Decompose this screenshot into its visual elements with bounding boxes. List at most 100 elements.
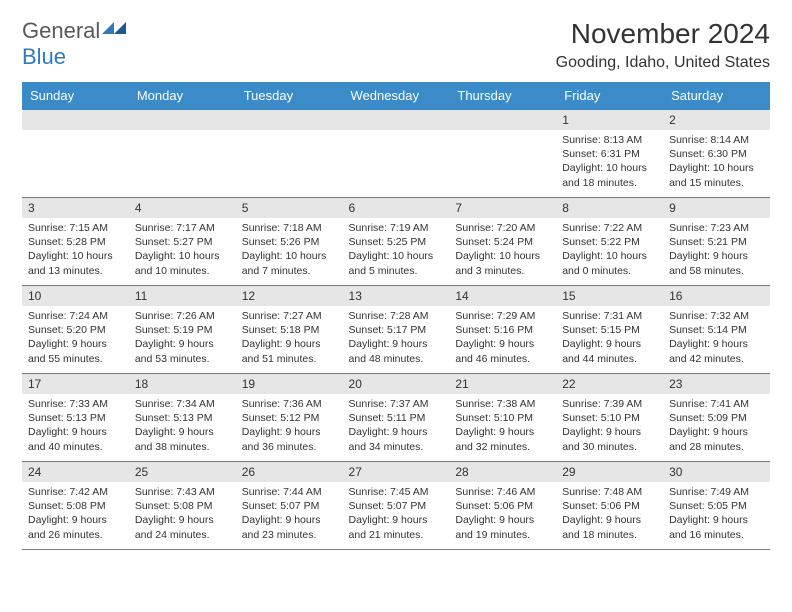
day-number: 18 xyxy=(129,374,236,394)
day-content: Sunrise: 8:13 AMSunset: 6:31 PMDaylight:… xyxy=(556,130,663,196)
day-content: Sunrise: 7:44 AMSunset: 5:07 PMDaylight:… xyxy=(236,482,343,548)
calendar-cell: 16Sunrise: 7:32 AMSunset: 5:14 PMDayligh… xyxy=(663,286,770,374)
day-content: Sunrise: 7:32 AMSunset: 5:14 PMDaylight:… xyxy=(663,306,770,372)
calendar-cell: 9Sunrise: 7:23 AMSunset: 5:21 PMDaylight… xyxy=(663,198,770,286)
day-content xyxy=(129,130,236,139)
day-content: Sunrise: 7:20 AMSunset: 5:24 PMDaylight:… xyxy=(449,218,556,284)
day-number: 5 xyxy=(236,198,343,218)
calendar-cell: 10Sunrise: 7:24 AMSunset: 5:20 PMDayligh… xyxy=(22,286,129,374)
calendar-cell xyxy=(449,110,556,198)
day-number: 20 xyxy=(343,374,450,394)
day-number: 10 xyxy=(22,286,129,306)
day-number: 29 xyxy=(556,462,663,482)
calendar-cell xyxy=(129,110,236,198)
day-header-row: SundayMondayTuesdayWednesdayThursdayFrid… xyxy=(22,82,770,110)
logo: General Blue xyxy=(22,18,128,70)
day-number: 14 xyxy=(449,286,556,306)
calendar-cell: 1Sunrise: 8:13 AMSunset: 6:31 PMDaylight… xyxy=(556,110,663,198)
day-number: 11 xyxy=(129,286,236,306)
day-number: 15 xyxy=(556,286,663,306)
day-number: 13 xyxy=(343,286,450,306)
calendar-cell: 14Sunrise: 7:29 AMSunset: 5:16 PMDayligh… xyxy=(449,286,556,374)
day-number: 25 xyxy=(129,462,236,482)
day-number: 19 xyxy=(236,374,343,394)
day-content: Sunrise: 7:26 AMSunset: 5:19 PMDaylight:… xyxy=(129,306,236,372)
day-number xyxy=(129,110,236,130)
day-content: Sunrise: 7:27 AMSunset: 5:18 PMDaylight:… xyxy=(236,306,343,372)
day-content: Sunrise: 7:19 AMSunset: 5:25 PMDaylight:… xyxy=(343,218,450,284)
calendar-cell: 26Sunrise: 7:44 AMSunset: 5:07 PMDayligh… xyxy=(236,462,343,550)
day-content xyxy=(343,130,450,139)
calendar-cell: 19Sunrise: 7:36 AMSunset: 5:12 PMDayligh… xyxy=(236,374,343,462)
day-content xyxy=(236,130,343,139)
day-header: Wednesday xyxy=(343,82,450,110)
calendar-cell: 20Sunrise: 7:37 AMSunset: 5:11 PMDayligh… xyxy=(343,374,450,462)
day-content: Sunrise: 7:41 AMSunset: 5:09 PMDaylight:… xyxy=(663,394,770,460)
day-number: 26 xyxy=(236,462,343,482)
day-number: 4 xyxy=(129,198,236,218)
title-block: November 2024 Gooding, Idaho, United Sta… xyxy=(556,18,770,72)
day-content: Sunrise: 7:42 AMSunset: 5:08 PMDaylight:… xyxy=(22,482,129,548)
calendar-cell: 8Sunrise: 7:22 AMSunset: 5:22 PMDaylight… xyxy=(556,198,663,286)
day-number: 3 xyxy=(22,198,129,218)
day-number: 6 xyxy=(343,198,450,218)
day-number: 30 xyxy=(663,462,770,482)
day-number: 27 xyxy=(343,462,450,482)
calendar-cell: 6Sunrise: 7:19 AMSunset: 5:25 PMDaylight… xyxy=(343,198,450,286)
day-number: 1 xyxy=(556,110,663,130)
day-header: Friday xyxy=(556,82,663,110)
header: General Blue November 2024 Gooding, Idah… xyxy=(22,18,770,72)
day-content: Sunrise: 7:46 AMSunset: 5:06 PMDaylight:… xyxy=(449,482,556,548)
day-content: Sunrise: 7:17 AMSunset: 5:27 PMDaylight:… xyxy=(129,218,236,284)
calendar-cell: 13Sunrise: 7:28 AMSunset: 5:17 PMDayligh… xyxy=(343,286,450,374)
calendar-cell: 2Sunrise: 8:14 AMSunset: 6:30 PMDaylight… xyxy=(663,110,770,198)
day-number xyxy=(343,110,450,130)
day-content: Sunrise: 7:45 AMSunset: 5:07 PMDaylight:… xyxy=(343,482,450,548)
logo-mark-icon xyxy=(100,18,128,38)
calendar-cell: 5Sunrise: 7:18 AMSunset: 5:26 PMDaylight… xyxy=(236,198,343,286)
day-content: Sunrise: 7:34 AMSunset: 5:13 PMDaylight:… xyxy=(129,394,236,460)
calendar-cell: 30Sunrise: 7:49 AMSunset: 5:05 PMDayligh… xyxy=(663,462,770,550)
calendar-week-row: 17Sunrise: 7:33 AMSunset: 5:13 PMDayligh… xyxy=(22,374,770,462)
day-number: 8 xyxy=(556,198,663,218)
day-number: 22 xyxy=(556,374,663,394)
day-header: Tuesday xyxy=(236,82,343,110)
calendar-cell: 28Sunrise: 7:46 AMSunset: 5:06 PMDayligh… xyxy=(449,462,556,550)
calendar-cell: 3Sunrise: 7:15 AMSunset: 5:28 PMDaylight… xyxy=(22,198,129,286)
day-content: Sunrise: 8:14 AMSunset: 6:30 PMDaylight:… xyxy=(663,130,770,196)
day-content: Sunrise: 7:38 AMSunset: 5:10 PMDaylight:… xyxy=(449,394,556,460)
day-header: Monday xyxy=(129,82,236,110)
calendar-cell: 22Sunrise: 7:39 AMSunset: 5:10 PMDayligh… xyxy=(556,374,663,462)
month-title: November 2024 xyxy=(556,18,770,50)
calendar-cell: 24Sunrise: 7:42 AMSunset: 5:08 PMDayligh… xyxy=(22,462,129,550)
calendar-cell: 23Sunrise: 7:41 AMSunset: 5:09 PMDayligh… xyxy=(663,374,770,462)
day-content: Sunrise: 7:39 AMSunset: 5:10 PMDaylight:… xyxy=(556,394,663,460)
calendar-cell: 21Sunrise: 7:38 AMSunset: 5:10 PMDayligh… xyxy=(449,374,556,462)
day-number xyxy=(22,110,129,130)
day-content: Sunrise: 7:43 AMSunset: 5:08 PMDaylight:… xyxy=(129,482,236,548)
day-content: Sunrise: 7:33 AMSunset: 5:13 PMDaylight:… xyxy=(22,394,129,460)
logo-text-blue: Blue xyxy=(22,44,66,69)
day-content: Sunrise: 7:29 AMSunset: 5:16 PMDaylight:… xyxy=(449,306,556,372)
day-content: Sunrise: 7:49 AMSunset: 5:05 PMDaylight:… xyxy=(663,482,770,548)
calendar-cell: 17Sunrise: 7:33 AMSunset: 5:13 PMDayligh… xyxy=(22,374,129,462)
calendar-cell: 4Sunrise: 7:17 AMSunset: 5:27 PMDaylight… xyxy=(129,198,236,286)
calendar-cell: 25Sunrise: 7:43 AMSunset: 5:08 PMDayligh… xyxy=(129,462,236,550)
day-content: Sunrise: 7:31 AMSunset: 5:15 PMDaylight:… xyxy=(556,306,663,372)
day-number: 28 xyxy=(449,462,556,482)
day-header: Thursday xyxy=(449,82,556,110)
day-number xyxy=(236,110,343,130)
calendar-cell: 15Sunrise: 7:31 AMSunset: 5:15 PMDayligh… xyxy=(556,286,663,374)
day-number: 7 xyxy=(449,198,556,218)
calendar-cell: 11Sunrise: 7:26 AMSunset: 5:19 PMDayligh… xyxy=(129,286,236,374)
calendar-cell: 18Sunrise: 7:34 AMSunset: 5:13 PMDayligh… xyxy=(129,374,236,462)
day-content: Sunrise: 7:36 AMSunset: 5:12 PMDaylight:… xyxy=(236,394,343,460)
day-number: 12 xyxy=(236,286,343,306)
location: Gooding, Idaho, United States xyxy=(556,54,770,72)
calendar-week-row: 1Sunrise: 8:13 AMSunset: 6:31 PMDaylight… xyxy=(22,110,770,198)
day-number: 23 xyxy=(663,374,770,394)
day-number: 24 xyxy=(22,462,129,482)
day-header: Saturday xyxy=(663,82,770,110)
day-number: 2 xyxy=(663,110,770,130)
calendar-week-row: 10Sunrise: 7:24 AMSunset: 5:20 PMDayligh… xyxy=(22,286,770,374)
